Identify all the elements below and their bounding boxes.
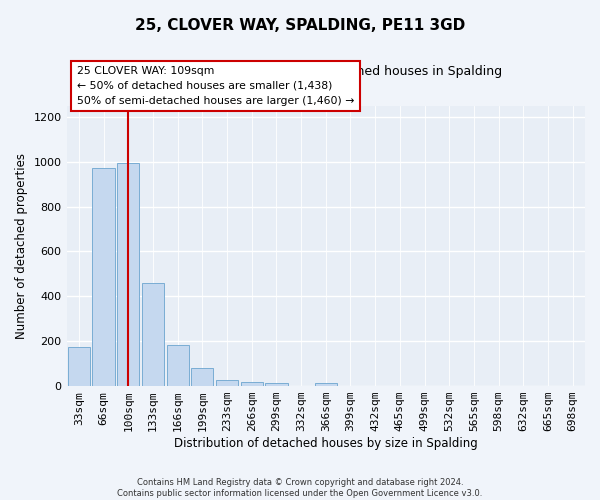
X-axis label: Distribution of detached houses by size in Spalding: Distribution of detached houses by size … — [174, 437, 478, 450]
Y-axis label: Number of detached properties: Number of detached properties — [15, 153, 28, 339]
Bar — [314, 384, 337, 386]
Text: 25, CLOVER WAY, SPALDING, PE11 3GD: 25, CLOVER WAY, SPALDING, PE11 3GD — [135, 18, 465, 32]
Title: Size of property relative to detached houses in Spalding: Size of property relative to detached ho… — [150, 65, 502, 78]
Bar — [142, 283, 164, 386]
Text: 25 CLOVER WAY: 109sqm
← 50% of detached houses are smaller (1,438)
50% of semi-d: 25 CLOVER WAY: 109sqm ← 50% of detached … — [77, 66, 354, 106]
Bar — [241, 382, 263, 386]
Bar — [68, 347, 90, 386]
Bar — [167, 344, 189, 386]
Bar — [265, 384, 287, 386]
Text: Contains HM Land Registry data © Crown copyright and database right 2024.
Contai: Contains HM Land Registry data © Crown c… — [118, 478, 482, 498]
Bar — [92, 168, 115, 386]
Bar — [216, 380, 238, 386]
Bar — [191, 368, 214, 386]
Bar — [117, 163, 139, 386]
